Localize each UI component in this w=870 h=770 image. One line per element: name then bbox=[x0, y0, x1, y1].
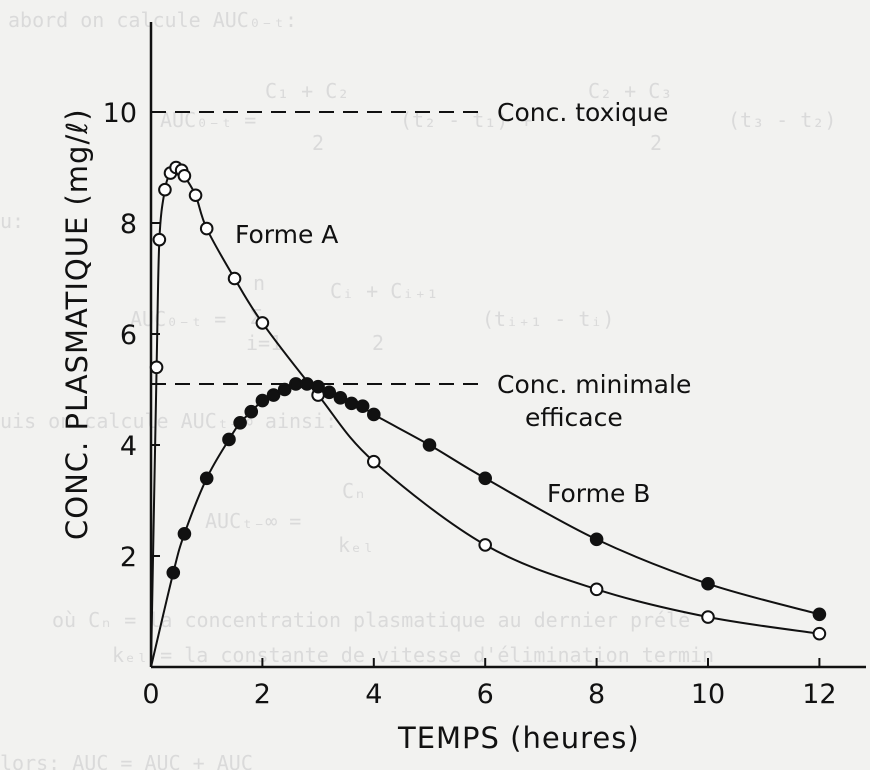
ghost-line-7: 2 bbox=[650, 131, 662, 155]
data-point-forme-b bbox=[300, 377, 314, 391]
data-point-forme-a bbox=[149, 360, 164, 375]
reference-line-label: Conc. minimale bbox=[497, 370, 691, 399]
ghost-line-8: (t₃ - t₂) bbox=[728, 108, 836, 132]
data-point-forme-b bbox=[266, 388, 281, 402]
data-point-forme-a bbox=[177, 169, 192, 183]
data-point-forme-a bbox=[158, 182, 172, 197]
data-point-forme-b bbox=[166, 565, 181, 580]
x-tick-label: 4 bbox=[365, 679, 382, 710]
data-point-forme-a bbox=[255, 316, 270, 330]
data-point-forme-a bbox=[227, 271, 242, 286]
data-point-forme-b bbox=[422, 438, 437, 452]
data-point-forme-b bbox=[222, 432, 236, 447]
series-label-forme-a: Forme A bbox=[235, 220, 338, 249]
x-tick-label: 10 bbox=[691, 679, 725, 710]
data-point-forme-a bbox=[152, 232, 167, 247]
data-point-forme-a bbox=[199, 221, 214, 236]
y-axis-title: CONC. PLASMATIQUE (mg/ℓ) bbox=[60, 108, 94, 540]
data-point-forme-b bbox=[478, 471, 493, 486]
data-point-forme-b bbox=[177, 527, 192, 541]
x-tick-label: 12 bbox=[802, 679, 836, 710]
ghost-line-10: AUC₀₋ₜ = bbox=[130, 307, 226, 331]
x-tick-label: 2 bbox=[254, 679, 271, 710]
ghost-line-16: (tᵢ₊₁ - tᵢ) bbox=[482, 307, 614, 331]
data-point-forme-b bbox=[255, 393, 270, 408]
data-point-forme-a bbox=[812, 626, 827, 641]
data-point-forme-b bbox=[812, 607, 827, 622]
x-tick-label: 6 bbox=[477, 679, 494, 710]
ghost-line-18: AUCₜ₋∞ = bbox=[205, 509, 301, 533]
data-point-forme-b bbox=[277, 382, 292, 397]
ghost-line-23: lors: AUC = AUC + AUC bbox=[0, 751, 253, 770]
data-point-forme-b bbox=[344, 396, 359, 411]
data-point-forme-b bbox=[199, 471, 214, 486]
data-point-forme-a bbox=[589, 582, 604, 597]
axis-ticks: 0 2 4 6 8 10 12 2 4 6 8 10 bbox=[103, 98, 837, 710]
data-point-forme-b bbox=[289, 377, 303, 391]
ghost-line-1: abord on calcule AUC₀₋ₜ: bbox=[8, 8, 297, 32]
data-point-forme-b bbox=[233, 416, 247, 430]
data-point-forme-b bbox=[333, 391, 348, 405]
ghost-line-17: uis on calcule AUCₜ₋∞ ainsi: bbox=[0, 409, 337, 433]
y-tick-label: 8 bbox=[120, 209, 137, 240]
data-point-forme-a bbox=[701, 610, 715, 624]
ghost-line-3: C₁ + C₂ bbox=[265, 79, 349, 103]
ghost-line-21: où Cₙ = la concentration plasmatique au … bbox=[52, 608, 690, 632]
series-layer bbox=[149, 160, 827, 668]
background-text: abord on calcule AUC₀₋ₜ: AUC₀₋ₜ = C₁ + C… bbox=[0, 8, 836, 770]
data-point-forme-b bbox=[367, 407, 381, 422]
ghost-line-14: Cᵢ + Cᵢ₊₁ bbox=[330, 279, 438, 303]
ghost-line-15: 2 bbox=[372, 331, 384, 355]
y-tick-label: 4 bbox=[120, 431, 137, 462]
data-point-forme-b bbox=[589, 532, 604, 547]
reference-line-label: efficace bbox=[525, 403, 623, 432]
ghost-line-20: kₑₗ bbox=[338, 533, 374, 557]
reference-lines: Conc. toxique Conc. minimale efficace bbox=[151, 98, 691, 432]
y-tick-label: 6 bbox=[120, 320, 137, 351]
y-tick-label: 10 bbox=[103, 98, 137, 129]
ghost-line-22: kₑₗ = la constante de vitesse d'éliminat… bbox=[112, 643, 714, 667]
data-point-forme-a bbox=[188, 188, 203, 203]
ghost-line-9: u: bbox=[0, 209, 24, 233]
data-point-forme-a bbox=[478, 538, 493, 552]
data-point-forme-b bbox=[244, 404, 259, 419]
ghost-line-19: Cₙ bbox=[342, 479, 366, 503]
x-tick-label: 8 bbox=[588, 679, 605, 710]
ghost-line-6: C₂ + C₃ bbox=[588, 79, 672, 103]
y-tick-label: 2 bbox=[120, 542, 137, 573]
data-point-forme-b bbox=[701, 576, 715, 591]
x-axis-title: TEMPS (heures) bbox=[397, 721, 640, 755]
data-point-forme-b bbox=[322, 385, 337, 400]
ghost-line-11: n bbox=[253, 271, 265, 295]
data-point-forme-b bbox=[311, 379, 325, 394]
data-point-forme-b bbox=[355, 399, 370, 413]
reference-line-label: Conc. toxique bbox=[497, 98, 668, 127]
x-tick-label: 0 bbox=[142, 679, 159, 710]
series-label-forme-b: Forme B bbox=[547, 479, 650, 508]
data-point-forme-a bbox=[367, 454, 381, 469]
ghost-line-4: 2 bbox=[312, 131, 324, 155]
